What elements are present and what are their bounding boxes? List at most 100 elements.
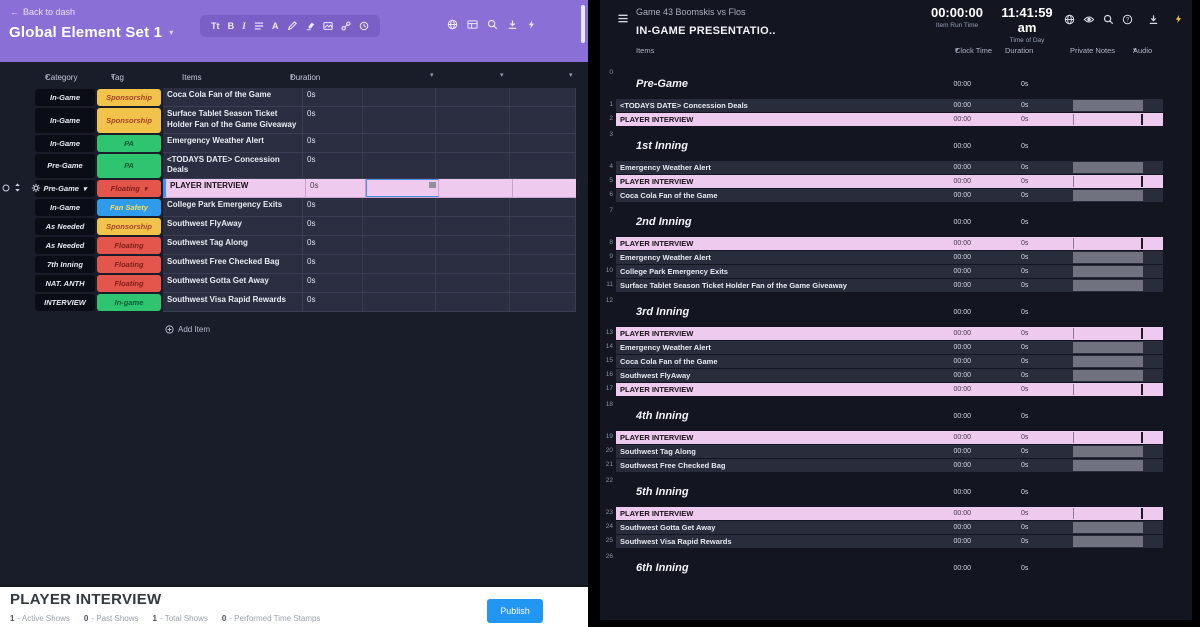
clock-time-value[interactable]: 00:00 [953,461,971,469]
download-icon[interactable] [1148,14,1159,25]
rundown-section-row[interactable]: 7 2nd Inning 00:00 0s [609,207,1163,233]
category-pill[interactable]: As Needed▾ [35,218,95,236]
private-notes-cell[interactable] [1073,266,1143,277]
clock-time-value[interactable]: 00:00 [953,447,971,455]
duration-value[interactable]: 0s [1021,239,1029,247]
scrollbar[interactable] [581,5,585,43]
rundown-row[interactable]: 16 Southwest FlyAway 00:00 0s [606,369,1163,382]
rundown-row[interactable]: 25 Southwest Visa Rapid Rewards 00:00 0s [606,535,1163,548]
clock-time-value[interactable]: 00:00 [953,101,971,109]
duration-cell[interactable]: 0s [303,217,363,236]
private-notes-cell[interactable] [1073,342,1143,353]
bolt-icon[interactable] [1174,13,1183,25]
extra-cell-2[interactable] [436,217,510,236]
duration-cell[interactable]: 0s [303,152,363,179]
duration-value[interactable]: 0s [1021,343,1029,351]
rundown-row[interactable]: 14 Emergency Weather Alert 00:00 0s [606,341,1163,354]
rundown-row[interactable]: 21 Southwest Free Checked Bag 00:00 0s [606,459,1163,472]
rundown-row[interactable]: 13 PLAYER INTERVIEW 00:00 0s [606,327,1163,340]
clock-time-value[interactable]: 00:00 [953,267,971,275]
extra-cell-3[interactable] [510,133,576,152]
menu-icon[interactable] [617,13,629,24]
extra-cell-3[interactable] [510,236,576,255]
item-name-cell[interactable]: Surface Tablet Season Ticket Holder Fan … [163,107,303,133]
tag-pill[interactable]: In-game▾ [97,294,161,312]
clock-time-value[interactable]: 00:00 [953,433,971,441]
private-notes-cell[interactable] [1073,162,1143,173]
element-set-title-dropdown[interactable]: Global Element Set 1 ▾ [9,24,173,41]
private-notes-cell[interactable] [1073,384,1143,395]
private-notes-cell[interactable] [1073,370,1143,381]
category-pill[interactable]: In-Game▾ [35,134,95,152]
clock-time-value[interactable]: 00:00 [953,253,971,261]
rundown-row[interactable]: 9 Emergency Weather Alert 00:00 0s [609,251,1163,264]
duration-value[interactable]: 0s [1021,177,1029,185]
extra-cell-3[interactable] [513,179,579,198]
table-row[interactable]: NAT. ANTH▾ Floating▾ Southwest Gotta Get… [35,274,576,294]
eye-icon[interactable] [1083,14,1095,25]
tag-pill[interactable]: Floating▾ [97,180,161,198]
rundown-row[interactable]: 4 Emergency Weather Alert 00:00 0s [609,161,1163,174]
private-notes-cell[interactable] [1073,432,1143,443]
private-notes-cell[interactable] [1073,446,1143,457]
extra-cell-2[interactable] [436,107,510,133]
extra-cell-2[interactable] [436,133,510,152]
extra-cell-3[interactable] [510,274,576,293]
item-name-cell[interactable]: Southwest Visa Rapid Rewards [163,293,303,312]
table-row[interactable]: In-Game▾ Fan Safety▾ College Park Emerge… [35,198,576,218]
category-pill[interactable]: INTERVIEW▾ [35,294,95,312]
table-row[interactable]: In-Game▾ Sponsorship▾ Coca Cola Fan of t… [35,88,576,107]
rundown-row[interactable]: 15 Coca Cola Fan of the Game 00:00 0s [606,355,1163,368]
duration-cell[interactable]: 0s [303,255,363,274]
drag-handle-icon[interactable] [13,182,22,193]
extra-cell-2[interactable] [436,255,510,274]
private-notes-cell[interactable] [1073,522,1143,533]
duration-value[interactable]: 0s [1021,163,1029,171]
search-icon[interactable] [487,19,498,30]
duration-value[interactable]: 0s [1021,523,1029,531]
clock-time-value[interactable]: 00:00 [953,239,971,247]
clock-time-value[interactable]: 00:00 [953,385,971,393]
duration-value[interactable]: 0s [1021,253,1029,261]
tag-pill[interactable]: Floating▾ [97,237,161,255]
rundown-row[interactable]: 11 Surface Tablet Season Ticket Holder F… [606,279,1163,292]
duration-value[interactable]: 0s [1021,537,1029,545]
extra-cell-1[interactable] [363,255,436,274]
extra-cell-2[interactable] [439,179,513,198]
clock-time-value[interactable]: 00:00 [953,357,971,365]
rundown-row[interactable]: 19 PLAYER INTERVIEW 00:00 0s [606,431,1163,444]
duration-value[interactable]: 0s [1021,267,1029,275]
extra-cell-2[interactable] [436,293,510,312]
clock-time-value[interactable]: 00:00 [953,509,971,517]
private-notes-cell[interactable] [1073,190,1143,201]
duration-value[interactable]: 0s [1021,385,1029,393]
tag-pill[interactable]: PA▾ [97,153,161,179]
rundown-section-row[interactable]: 18 4th Inning 00:00 0s [606,401,1163,427]
search-icon[interactable] [1103,14,1114,25]
extra-cell-2[interactable] [436,274,510,293]
extra-cell-1[interactable] [363,217,436,236]
rundown-row[interactable]: 17 PLAYER INTERVIEW 00:00 0s [606,383,1163,396]
private-notes-cell[interactable] [1073,176,1143,187]
private-notes-cell[interactable] [1073,536,1143,547]
publish-button[interactable]: Publish [487,599,543,623]
clock-time-value[interactable]: 00:00 [953,163,971,171]
rundown-row[interactable]: 23 PLAYER INTERVIEW 00:00 0s [606,507,1163,520]
column-header-extra-3[interactable]: ▾ [569,72,573,79]
duration-cell[interactable]: 0s [303,236,363,255]
extra-cell-3[interactable] [510,88,576,106]
clock-time-value[interactable]: 00:00 [953,329,971,337]
duration-value[interactable]: 0s [1021,461,1029,469]
help-icon[interactable]: ? [1122,14,1133,25]
extra-cell-3[interactable] [510,198,576,217]
extra-cell-3[interactable] [510,217,576,236]
table-row[interactable]: Pre-Game ▾ Floating ▾ PLAYER INTERVIEW 0s [2,179,579,199]
clock-time-value[interactable]: 00:00 [953,281,971,289]
globe-icon[interactable] [447,19,458,30]
tag-pill[interactable]: Floating▾ [97,275,161,293]
globe-icon[interactable] [1064,14,1075,25]
rundown-row[interactable]: 8 PLAYER INTERVIEW 00:00 0s [609,237,1163,250]
rundown-row[interactable]: 2 PLAYER INTERVIEW 00:00 0s [609,113,1163,126]
list-align-icon[interactable] [254,21,264,31]
private-notes-cell[interactable] [1073,238,1143,249]
